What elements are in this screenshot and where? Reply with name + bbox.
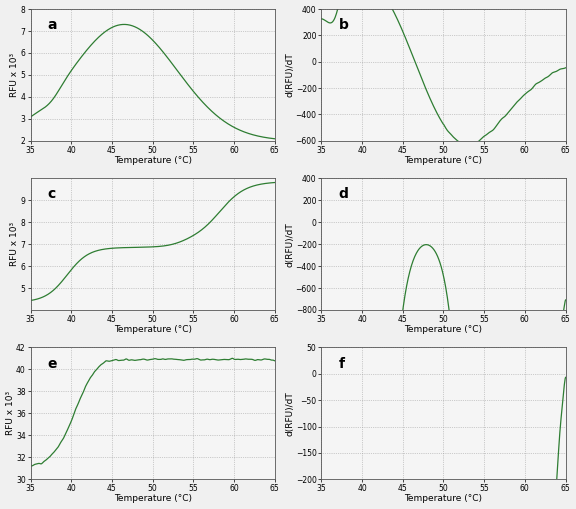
X-axis label: Temperature (°C): Temperature (°C): [404, 325, 483, 334]
X-axis label: Temperature (°C): Temperature (°C): [113, 325, 192, 334]
Text: e: e: [48, 357, 57, 371]
Text: d: d: [339, 187, 348, 202]
Y-axis label: RFU x 10³: RFU x 10³: [10, 53, 20, 97]
X-axis label: Temperature (°C): Temperature (°C): [404, 156, 483, 165]
Y-axis label: RFU x 10³: RFU x 10³: [6, 391, 14, 435]
X-axis label: Temperature (°C): Temperature (°C): [113, 494, 192, 503]
Text: a: a: [48, 18, 57, 32]
Text: b: b: [339, 18, 348, 32]
Y-axis label: d(RFU)/dT: d(RFU)/dT: [285, 391, 294, 436]
X-axis label: Temperature (°C): Temperature (°C): [404, 494, 483, 503]
Text: c: c: [48, 187, 56, 202]
Y-axis label: d(RFU)/dT: d(RFU)/dT: [285, 52, 294, 97]
Y-axis label: RFU x 10³: RFU x 10³: [10, 222, 20, 266]
Y-axis label: d(RFU)/dT: d(RFU)/dT: [285, 222, 294, 267]
X-axis label: Temperature (°C): Temperature (°C): [113, 156, 192, 165]
Text: f: f: [339, 357, 344, 371]
